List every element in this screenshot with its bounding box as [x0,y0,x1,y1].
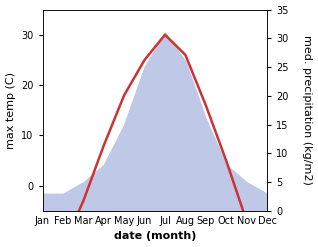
Y-axis label: max temp (C): max temp (C) [5,72,16,149]
X-axis label: date (month): date (month) [114,231,196,242]
Y-axis label: med. precipitation (kg/m2): med. precipitation (kg/m2) [302,35,313,185]
